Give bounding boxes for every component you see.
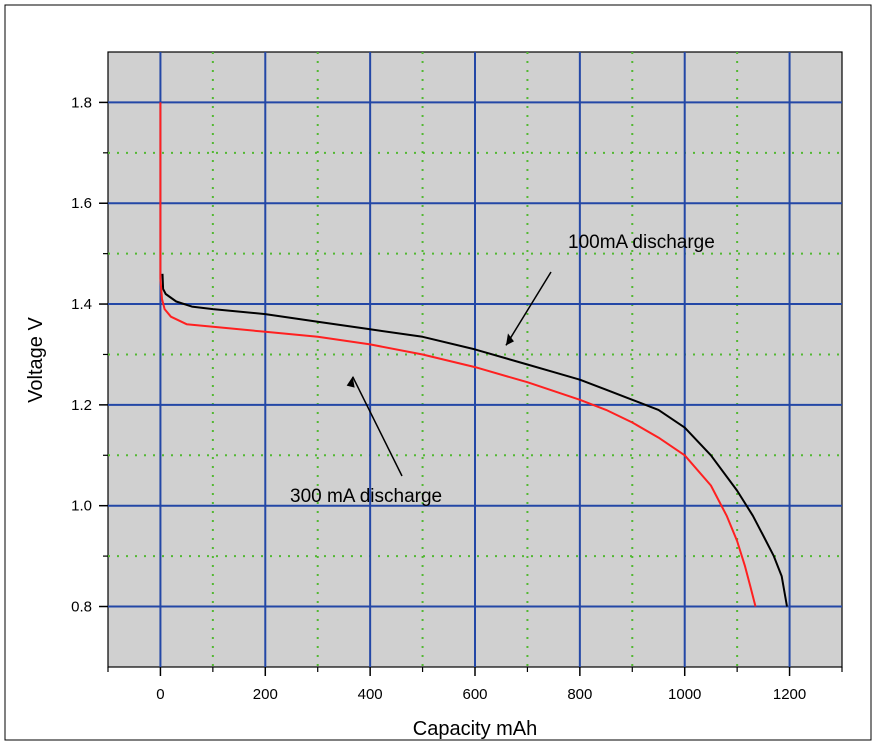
series-line-300ma <box>159 102 757 607</box>
y-tick-label: 1.2 <box>71 397 92 414</box>
y-tick-label: 1.4 <box>71 296 92 313</box>
annotation-arrow-100ma <box>505 271 552 346</box>
x-tick-label: 600 <box>462 686 487 703</box>
x-axis-label: Capacity mAh <box>413 718 538 740</box>
y-tick-label: 1.6 <box>71 195 92 212</box>
x-tick-label: 1200 <box>773 686 806 703</box>
y-axis-label: Voltage V <box>25 317 47 403</box>
series-layer <box>159 102 788 607</box>
annotation-arrow-300ma <box>351 376 403 477</box>
x-tick-label: 400 <box>358 686 383 703</box>
arrowhead-300ma <box>346 376 355 388</box>
major-grid <box>108 52 842 667</box>
annotation-label-300ma: 300 mA discharge <box>290 486 442 507</box>
axis-ticks: 0 200 400 600 800 1000 1200 0.8 1.0 1.2 1.4 1.6 1.8 <box>71 94 843 703</box>
y-tick-label: 0.8 <box>71 599 92 616</box>
x-tick-label: 0 <box>156 686 164 703</box>
minor-grid <box>108 52 842 667</box>
x-tick-label: 200 <box>253 686 278 703</box>
x-tick-label: 800 <box>567 686 592 703</box>
series-line-100ma <box>161 273 788 607</box>
y-tick-label: 1.0 <box>71 498 92 515</box>
y-tick-label: 1.8 <box>71 94 92 111</box>
annotation-label-100ma: 100mA discharge <box>568 232 715 253</box>
arrowhead-100ma <box>505 333 514 346</box>
x-tick-label: 1000 <box>668 686 701 703</box>
annotation-layer: 100mA discharge 300 mA discharge <box>290 232 715 507</box>
